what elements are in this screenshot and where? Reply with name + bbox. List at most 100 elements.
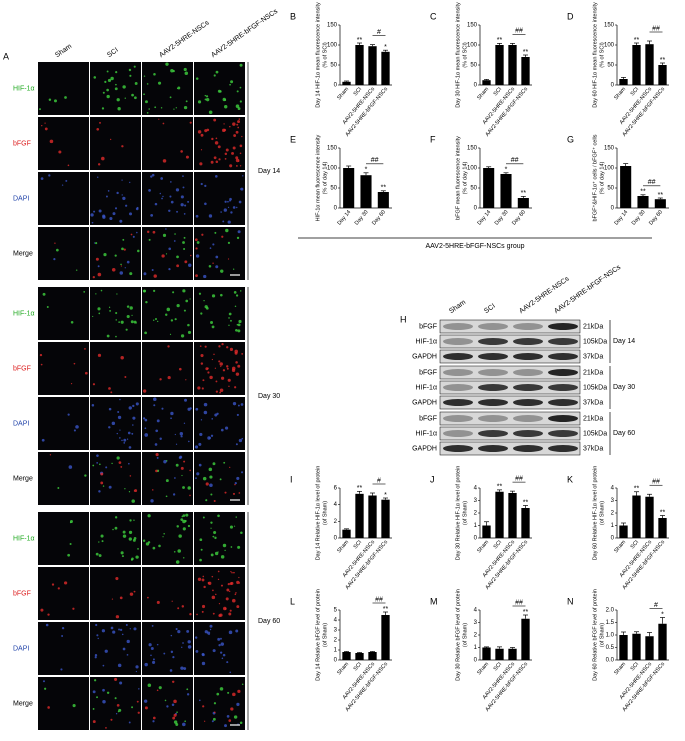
- cell-signal: [137, 249, 140, 253]
- cell-signal: [110, 391, 113, 394]
- cell-signal: [100, 472, 104, 476]
- cell-signal: [144, 662, 148, 667]
- blot-strip: [439, 426, 581, 441]
- cell-signal: [120, 466, 123, 468]
- cell-signal: [84, 474, 87, 477]
- cell-signal: [117, 411, 120, 414]
- cell-signal: [215, 137, 218, 140]
- cell-signal: [184, 519, 187, 523]
- cell-signal: [143, 289, 147, 293]
- cell-signal: [228, 630, 233, 635]
- cell-signal: [102, 700, 106, 704]
- micrograph: [142, 452, 193, 505]
- cell-signal: [174, 477, 176, 479]
- cell-signal: [115, 713, 118, 715]
- cell-signal: [238, 492, 241, 494]
- cell-signal: [177, 630, 181, 634]
- cell-signal: [212, 262, 214, 264]
- cell-signal: [212, 243, 215, 246]
- cell-signal: [47, 706, 50, 709]
- panel-letter: K: [567, 474, 573, 484]
- significance: **: [523, 49, 529, 56]
- cell-signal: [73, 362, 76, 365]
- band: [478, 415, 508, 422]
- bar: [658, 65, 667, 85]
- y-axis-label: (% of day 14): [322, 161, 328, 194]
- cell-signal: [57, 587, 60, 590]
- cell-signal: [151, 269, 154, 272]
- panel-letter: I: [290, 474, 293, 484]
- bar: [658, 518, 667, 538]
- cell-signal: [39, 353, 43, 357]
- cell-signal: [96, 127, 100, 131]
- cell-signal: [121, 194, 123, 196]
- cell-signal: [223, 461, 226, 464]
- micrograph: [194, 677, 245, 730]
- cell-signal: [95, 293, 97, 295]
- cell-signal: [169, 669, 173, 672]
- cell-signal: [119, 596, 123, 600]
- cell-signal: [201, 604, 206, 609]
- cell-signal: [222, 97, 226, 102]
- cell-signal: [210, 527, 212, 529]
- cell-signal: [215, 265, 219, 269]
- cell-signal: [92, 690, 96, 694]
- cell-signal: [107, 78, 112, 83]
- band: [513, 430, 543, 437]
- cell-signal: [200, 133, 204, 137]
- cell-signal: [106, 94, 110, 99]
- y-tick-label: 0: [611, 83, 615, 89]
- cell-signal: [150, 499, 154, 503]
- cell-signal: [148, 108, 150, 110]
- y-tick-label: 3: [474, 498, 478, 504]
- cell-signal: [183, 236, 186, 239]
- cell-signal: [158, 118, 160, 120]
- cell-signal: [239, 290, 242, 292]
- band: [443, 338, 473, 345]
- panel-letter: G: [567, 134, 574, 144]
- cell-signal: [122, 85, 126, 89]
- band: [548, 399, 578, 406]
- cell-signal: [235, 104, 240, 108]
- cell-signal: [184, 720, 186, 723]
- cell-signal: [176, 711, 178, 714]
- cell-signal: [214, 536, 217, 540]
- cell-signal: [144, 706, 148, 710]
- cell-signal: [162, 159, 167, 163]
- cell-signal: [181, 515, 184, 518]
- cell-signal: [224, 724, 227, 728]
- cell-signal: [203, 410, 208, 415]
- cell-signal: [115, 311, 118, 315]
- cell-signal: [133, 519, 135, 521]
- cell-signal: [153, 397, 157, 402]
- cell-signal: [210, 434, 214, 437]
- cell-signal: [124, 375, 127, 378]
- blot-strip: [439, 395, 581, 410]
- cell-signal: [239, 152, 242, 155]
- micrograph: [38, 622, 89, 675]
- cell-signal: [98, 490, 101, 493]
- cell-signal: [226, 346, 229, 349]
- cell-signal: [218, 360, 221, 363]
- cell-signal: [136, 700, 139, 703]
- cell-signal: [227, 241, 231, 245]
- band: [443, 353, 473, 360]
- blot-strip: [439, 441, 581, 456]
- cell-signal: [155, 429, 159, 433]
- cell-signal: [96, 454, 99, 457]
- cell-signal: [41, 124, 43, 127]
- cell-signal: [182, 175, 184, 177]
- cell-signal: [96, 696, 98, 699]
- cell-signal: [143, 75, 146, 77]
- cell-signal: [218, 614, 222, 617]
- cell-signal: [187, 323, 190, 327]
- cell-signal: [112, 528, 114, 531]
- cell-signal: [235, 156, 239, 160]
- micrograph: [90, 677, 141, 730]
- cell-signal: [41, 438, 45, 442]
- y-axis-label: Day 30 HIF-1α mean fluorescence intensit…: [455, 2, 461, 108]
- cell-signal: [215, 593, 217, 596]
- cell-signal: [211, 294, 216, 298]
- cell-signal: [98, 554, 102, 557]
- band: [478, 399, 508, 406]
